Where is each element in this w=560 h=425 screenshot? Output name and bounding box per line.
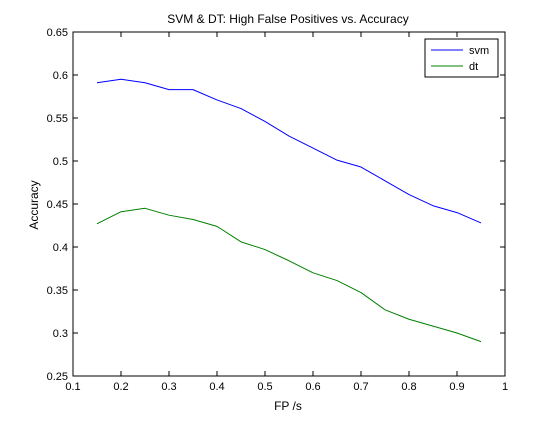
x-tick-label: 0.1 xyxy=(65,381,80,393)
legend-label-svm: svm xyxy=(469,45,489,57)
x-tick-label: 0.5 xyxy=(257,381,272,393)
x-tick-label: 0.3 xyxy=(161,381,176,393)
x-axis-label: FP /s xyxy=(274,399,302,413)
x-tick-label: 0.7 xyxy=(353,381,368,393)
y-axis-label: Accuracy xyxy=(27,180,41,229)
series-line-dt xyxy=(96,207,482,343)
x-tick-label: 0.8 xyxy=(401,381,416,393)
y-tick-label: 0.65 xyxy=(47,27,68,39)
plot-area: 0.1 0.2 0.3 0.4 0.5 0.6 0.7 0.8 0.9 1 0.25 0.3 0.35 0… xyxy=(47,27,508,393)
legend-box xyxy=(424,38,499,78)
legend: svm dt xyxy=(424,38,499,78)
x-tick-label: 0.2 xyxy=(113,381,128,393)
y-tick-label: 0.55 xyxy=(47,113,68,125)
y-tick-label: 0.35 xyxy=(47,285,68,297)
x-tick-label: 1 xyxy=(502,381,508,393)
x-tick-label: 0.6 xyxy=(305,381,320,393)
axes-box xyxy=(72,31,506,377)
chart-title: SVM & DT: High False Positives vs. Accur… xyxy=(167,12,408,26)
y-tick-label: 0.25 xyxy=(47,371,68,383)
y-tick-label: 0.45 xyxy=(47,199,68,211)
y-tick-label: 0.3 xyxy=(53,328,68,340)
legend-label-dt: dt xyxy=(469,61,478,73)
y-tick-label: 0.6 xyxy=(53,70,68,82)
y-tick-label: 0.4 xyxy=(53,242,68,254)
series-line-svm xyxy=(96,78,482,224)
x-tick-label: 0.9 xyxy=(449,381,464,393)
y-tick-label: 0.5 xyxy=(53,156,68,168)
x-tick-label: 0.4 xyxy=(209,381,224,393)
